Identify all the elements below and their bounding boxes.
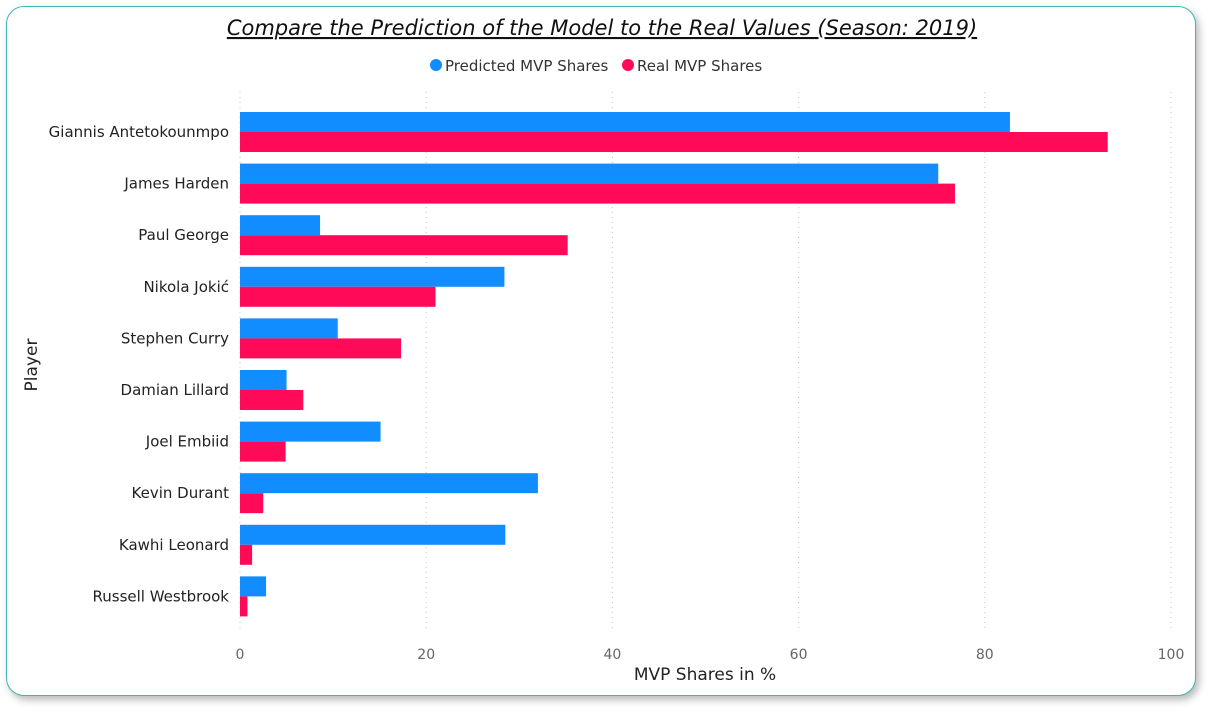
legend: Predicted MVP Shares Real MVP Shares [430, 57, 762, 75]
bars [240, 112, 1108, 617]
bar-predicted [240, 112, 1010, 132]
bar-real [240, 132, 1108, 152]
bar-real [240, 286, 436, 307]
bar-predicted [240, 524, 506, 545]
bar-predicted [240, 421, 381, 442]
category-label: James Harden [123, 175, 229, 193]
bar-predicted [240, 266, 505, 287]
chart-title: Compare the Prediction of the Model to t… [227, 16, 977, 40]
category-label: Russell Westbrook [93, 587, 230, 605]
category-label: Nikola Jokić [143, 278, 229, 296]
category-label: Paul George [138, 226, 229, 244]
bar-real [240, 390, 304, 410]
bar-real [240, 441, 286, 462]
x-axis-title: MVP Shares in % [634, 665, 776, 685]
x-tick-label: 80 [976, 647, 994, 663]
bar-predicted [240, 370, 287, 390]
bar-predicted [240, 318, 338, 339]
bar-real [240, 235, 568, 256]
legend-label: Predicted MVP Shares [445, 57, 608, 75]
x-tick-label: 20 [417, 647, 435, 663]
legend-marker [430, 59, 442, 71]
bar-predicted [240, 576, 267, 597]
bar-predicted [240, 163, 939, 184]
bar-real [240, 596, 248, 617]
x-tick-label: 60 [790, 647, 808, 663]
x-tick-label: 40 [603, 647, 621, 663]
legend-label: Real MVP Shares [637, 57, 762, 75]
legend-marker [622, 59, 634, 71]
bar-real [240, 183, 956, 204]
category-label: Kevin Durant [132, 484, 230, 502]
bar-real [240, 493, 264, 514]
bar-real [240, 544, 253, 565]
bar-real [240, 338, 402, 359]
x-tick-labels: 0 20 40 60 80 100 [236, 647, 1185, 663]
category-label: Joel Embiid [145, 433, 229, 451]
category-label: Damian Lillard [121, 381, 229, 399]
x-tick-label: 0 [236, 647, 245, 663]
category-labels: Giannis Antetokounmpo James Harden Paul Ge… [49, 123, 230, 605]
y-axis-title: Player [22, 339, 42, 392]
category-label: Kawhi Leonard [119, 536, 229, 554]
x-tick-label: 100 [1158, 647, 1185, 663]
bar-predicted [240, 473, 538, 494]
category-label: Giannis Antetokounmpo [49, 123, 229, 141]
bar-predicted [240, 215, 321, 236]
category-label: Stephen Curry [121, 329, 229, 347]
